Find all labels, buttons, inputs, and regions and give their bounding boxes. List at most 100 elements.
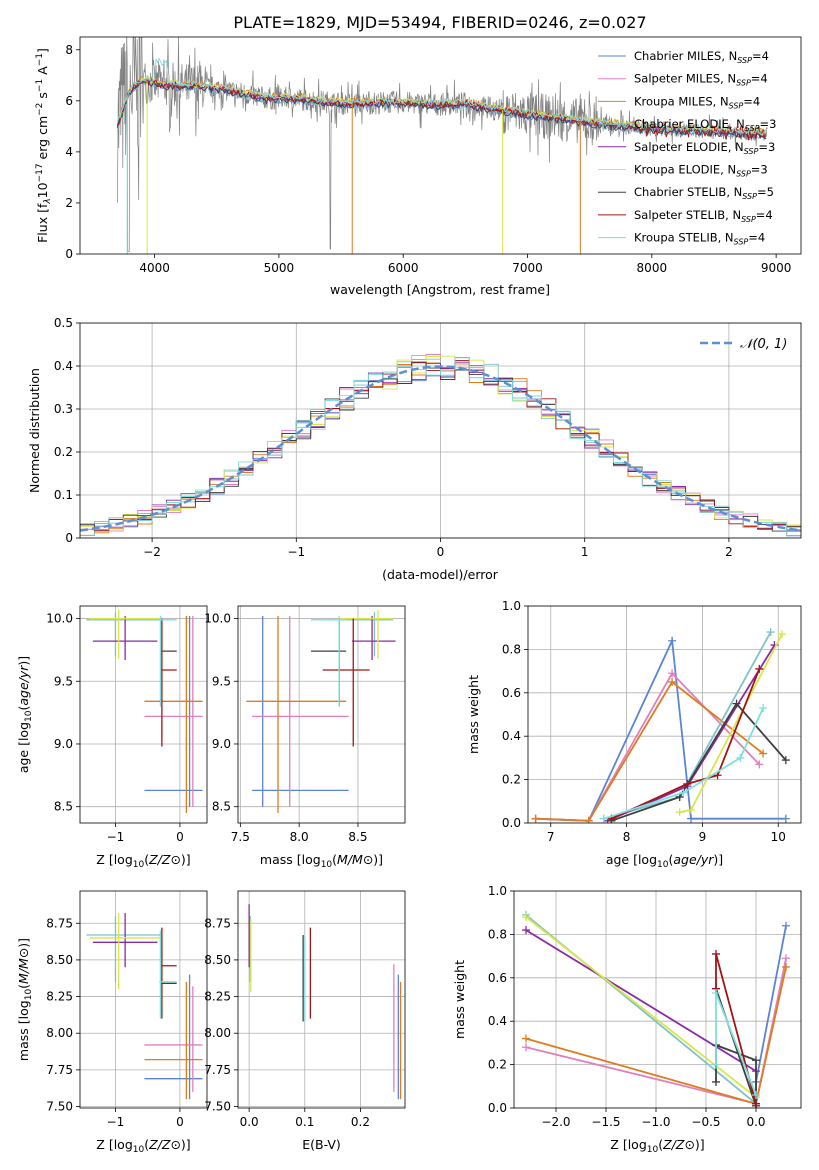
weight-marker xyxy=(668,636,677,645)
y-tick-label: 9.0 xyxy=(212,737,231,751)
y-axis-label: Flux [fλ10−17 erg cm−2 s−1 A−1] xyxy=(35,48,53,243)
x-tick-label: 0.0 xyxy=(746,1115,765,1129)
y-tick-label: 0.2 xyxy=(54,445,73,459)
y-tick-label: 8.75 xyxy=(204,916,231,930)
weight-line-salpeter-elodie xyxy=(525,929,757,1072)
x-tick-label: 8.0 xyxy=(290,830,309,844)
legend-label: Salpeter ELODIE, NSSP=3 xyxy=(634,140,775,156)
x-tick-label: 0 xyxy=(437,545,445,559)
x-tick-label: 7000 xyxy=(512,261,543,275)
axes-frame xyxy=(527,605,802,824)
y-tick-label: 8.75 xyxy=(46,916,73,930)
legend-label: Salpeter MILES, NSSP=4 xyxy=(634,72,768,88)
errorbar-point xyxy=(246,616,347,813)
axes-frame xyxy=(237,890,406,1109)
y-tick-label: 0.4 xyxy=(488,1014,507,1028)
weight-marker xyxy=(781,814,790,823)
axes-mass-weight-vs-metallicity: −2.0 −1.5 −1.0 −0.5 0.0 0.0 0.2 0.4 0.6 0.8 1.0 mas… xyxy=(452,884,802,1155)
weight-marker xyxy=(752,1099,760,1108)
weight-marker xyxy=(782,921,790,930)
x-tick-label: 7 xyxy=(547,830,555,844)
plot-area-mass-vs-metallicity xyxy=(80,891,207,1108)
plot-area-spectrum xyxy=(116,37,768,254)
errorbar-point xyxy=(340,612,394,657)
y-tick-label: 0.8 xyxy=(502,642,521,656)
errorbar-point xyxy=(159,930,177,1019)
y-tick-label: 6 xyxy=(65,94,73,108)
axes-frame xyxy=(79,36,802,255)
plot-area-mass-weight-vs-age xyxy=(528,606,801,823)
weight-marker xyxy=(668,669,677,678)
weight-marker xyxy=(752,1090,760,1099)
weight-line-kroupa-elodie xyxy=(525,916,757,1098)
y-tick-label: 0.4 xyxy=(54,359,73,373)
errorbar-point xyxy=(322,618,370,747)
axes-age-vs-metallicity: −1 0 8.5 9.0 9.5 10.0 Z [log10(Z/Z⊙)] age [log1… xyxy=(16,605,208,870)
legend-spectrum: Chabrier MILES, NSSP=4 Salpeter MILES, NS… xyxy=(598,49,776,247)
y-tick-label: 10.0 xyxy=(204,612,231,626)
y-tick-label: 0.6 xyxy=(502,686,521,700)
weight-marker xyxy=(531,814,540,823)
y-tick-label: 0.5 xyxy=(54,316,73,330)
x-tick-label: 2 xyxy=(725,545,733,559)
x-tick-label: −1.5 xyxy=(591,1115,620,1129)
x-tick-label: 9 xyxy=(699,830,707,844)
weight-marker xyxy=(522,1034,530,1043)
weight-marker xyxy=(759,703,768,712)
axes-mass-vs-ebv: 0.0 0.1 0.2 7.50 7.75 8.00 8.25 8.50 8.75 E(B-V) xyxy=(204,890,406,1152)
weight-line-kroupa-stelib xyxy=(603,707,764,820)
legend-label: Chabrier STELIB, NSSP=5 xyxy=(634,185,774,201)
weight-marker xyxy=(584,816,593,823)
x-tick-label: 7.5 xyxy=(231,830,250,844)
x-tick-label: −1 xyxy=(287,545,305,559)
axes-frame xyxy=(237,605,406,824)
errorbar-point xyxy=(160,927,177,1019)
x-tick-label: 9000 xyxy=(761,261,792,275)
plot-area-residual-histogram xyxy=(80,323,801,538)
weight-line-salpeter-stelib xyxy=(611,668,761,820)
x-tick-label: −2.0 xyxy=(541,1115,570,1129)
errorbar-point xyxy=(310,616,347,707)
errorbar-point xyxy=(160,618,177,747)
axes-frame xyxy=(79,322,802,539)
y-tick-label: 7.50 xyxy=(46,1100,73,1114)
weight-marker xyxy=(675,808,684,817)
y-tick-label: 7.75 xyxy=(204,1063,231,1077)
y-tick-label: 0.6 xyxy=(488,971,507,985)
plot-area-mass-vs-ebv xyxy=(238,891,405,1108)
x-axis-label: (data-model)/error xyxy=(382,567,499,582)
plot-area-age-vs-metallicity xyxy=(80,606,207,823)
weight-marker xyxy=(736,753,745,762)
y-tick-label: 8.5 xyxy=(54,800,73,814)
errorbar-point xyxy=(89,912,161,990)
errorbar-point xyxy=(252,616,349,807)
figure-title: PLATE=1829, MJD=53494, FIBERID=0246, z=0… xyxy=(233,13,646,32)
x-tick-label: 6000 xyxy=(388,261,419,275)
errorbar-point xyxy=(144,986,203,1092)
axes-spectrum: 4000 5000 6000 7000 8000 9000 0 2 4 6 8 wavelength … xyxy=(35,36,802,297)
axes-residual-histogram: −2 −1 0 1 2 0 0.1 0.2 0.3 0.4 0.5 (data-model)/erro… xyxy=(27,316,802,582)
y-tick-label: 1.0 xyxy=(488,884,507,898)
errorbar-point xyxy=(86,612,161,657)
y-tick-label: 8.25 xyxy=(204,990,231,1004)
weight-marker xyxy=(766,628,775,637)
errorbar-point xyxy=(352,616,396,660)
x-tick-label: −2 xyxy=(143,545,161,559)
y-tick-label: 0.2 xyxy=(502,773,521,787)
y-tick-label: 8 xyxy=(65,43,73,57)
weight-marker xyxy=(599,814,608,823)
y-tick-label: 0 xyxy=(65,247,73,261)
x-axis-label: E(B-V) xyxy=(302,1137,341,1152)
y-tick-label: 7.75 xyxy=(46,1063,73,1077)
errorbar-point xyxy=(159,616,177,707)
y-axis-label: mass weight xyxy=(452,960,467,1039)
weight-line-kroupa-miles xyxy=(535,680,764,822)
weight-marker xyxy=(522,1043,530,1052)
weight-marker xyxy=(712,949,720,958)
errorbar-point xyxy=(89,609,161,659)
weight-marker xyxy=(752,1056,760,1065)
y-tick-label: 8.50 xyxy=(46,953,73,967)
x-tick-label: 10 xyxy=(771,830,786,844)
errorbar-point xyxy=(86,915,161,982)
